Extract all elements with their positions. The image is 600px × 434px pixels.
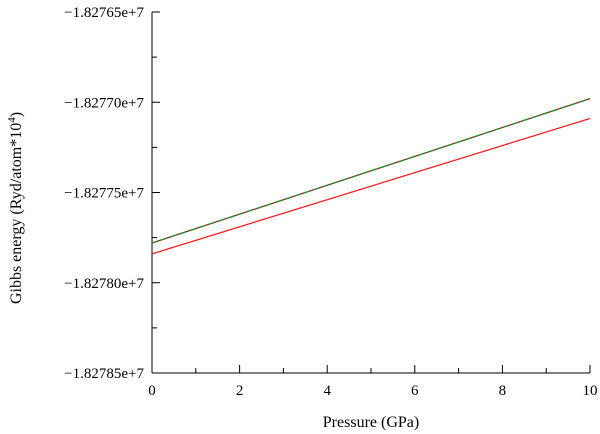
x-tick-labels: 0 2 4 6 8 10 [148, 383, 597, 399]
series-line-3 [151, 117, 591, 255]
y-tick-label: −1.82765e+7 [64, 5, 144, 21]
series-line-2 [151, 98, 591, 244]
x-tick-label: 0 [148, 383, 156, 399]
x-tick-label: 6 [411, 383, 419, 399]
axes [151, 11, 591, 374]
x-axis-label: Pressure (GPa) [323, 414, 419, 431]
y-axis-label-close: ) [8, 112, 25, 117]
x-tick-label: 8 [499, 383, 507, 399]
y-axis-label-main: Gibbs energy (Ryd/atom*10 [8, 123, 25, 304]
x-tick-label: 4 [323, 383, 331, 399]
y-axis-label-superscript: 4 [6, 117, 18, 123]
x-tick-label: 10 [583, 383, 598, 399]
y-tick-label: −1.82775e+7 [64, 186, 144, 202]
y-tick-label: −1.82780e+7 [64, 276, 144, 292]
y-tick-label: −1.82785e+7 [64, 366, 144, 382]
series-layer [151, 98, 591, 255]
y-tick-label: −1.82770e+7 [64, 95, 144, 111]
x-tick-label: 2 [236, 383, 244, 399]
y-axis-label: Gibbs energy (Ryd/atom*104) [6, 112, 25, 304]
y-tick-labels: −1.82765e+7 −1.82770e+7 −1.82775e+7 −1.8278… [64, 5, 144, 382]
